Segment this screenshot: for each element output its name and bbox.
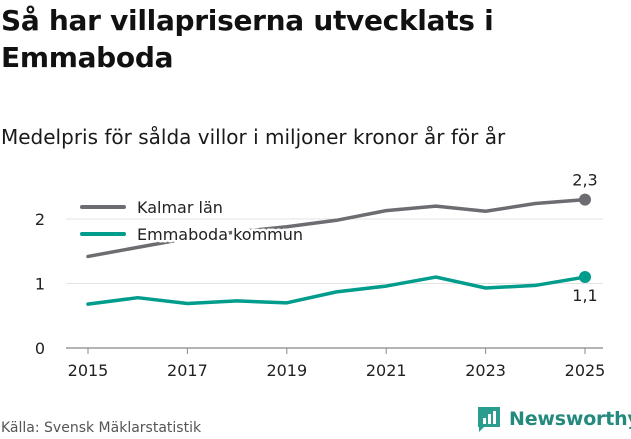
- y-tick-label: 2: [35, 210, 45, 229]
- brand-logo: Newsworthy: [476, 405, 631, 433]
- end-point-kalmar-l-n: [579, 193, 591, 206]
- end-label-kalmar-l-n: 2,3: [572, 171, 597, 190]
- x-tick-label: 2023: [465, 361, 506, 380]
- newsworthy-logo-icon: [478, 407, 500, 432]
- end-point-emmaboda-kommun: [579, 271, 591, 284]
- x-tick-label: 2017: [167, 361, 208, 380]
- series-line-kalmar-l-n: [86, 197, 587, 259]
- legend-label: Kalmar län: [137, 198, 223, 217]
- x-tick-label: 2025: [565, 361, 606, 380]
- chart-subtitle: Medelpris för sålda villor i miljoner kr…: [1, 125, 506, 149]
- source-note: Källa: Svensk Mäklarstatistik: [1, 420, 202, 436]
- line-chart: 0 1 2 2015 2017 2019 2021 2023 2025 2,3 1,1 Kalmar …: [35, 171, 606, 380]
- x-tick-label: 2015: [68, 361, 109, 380]
- x-tick-label: 2019: [266, 361, 307, 380]
- y-tick-label: 1: [35, 275, 45, 294]
- y-tick-label: 0: [35, 339, 45, 358]
- brand-name: Newsworthy: [509, 408, 631, 430]
- end-label-emmaboda-kommun: 1,1: [572, 286, 597, 305]
- x-tick-label: 2021: [366, 361, 407, 380]
- series-line-emmaboda-kommun: [86, 275, 587, 306]
- chart-title: Så har villapriserna utvecklats i Emmabo…: [1, 4, 494, 74]
- legend-label: Emmaboda kommun: [137, 225, 303, 244]
